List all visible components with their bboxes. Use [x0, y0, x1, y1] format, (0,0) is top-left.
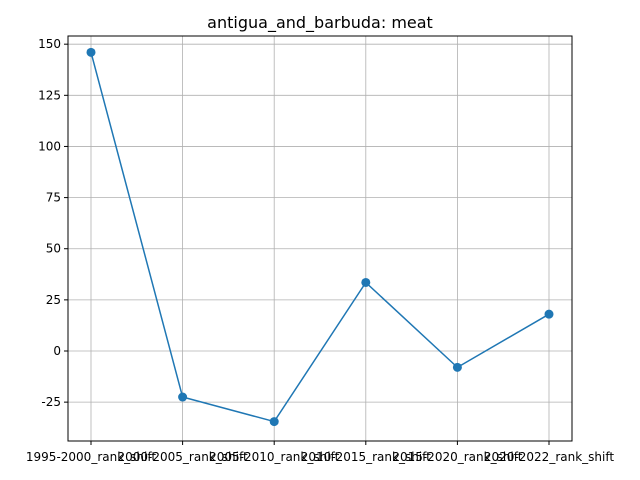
series-points [86, 47, 554, 427]
data-point [452, 362, 462, 372]
y-tick-label: -25 [41, 395, 61, 409]
grid-layer [68, 36, 572, 441]
data-point [269, 417, 279, 427]
x-tick-label: 2020-2022_rank_shift [484, 450, 614, 464]
y-axis: -25 0 25 50 75 100 125 150 [38, 37, 68, 409]
data-point [86, 47, 96, 57]
y-tick-label: 50 [46, 242, 61, 256]
y-tick-label: 100 [38, 139, 61, 153]
y-tick-label: 25 [46, 293, 61, 307]
x-tick-label: 2000-2005_rank_shift [118, 450, 248, 464]
data-point [361, 277, 371, 287]
y-tick-label: 0 [53, 344, 61, 358]
y-tick-label: 75 [46, 191, 61, 205]
x-tick-label: 2015-2020_rank_shift [392, 450, 522, 464]
data-point [544, 309, 554, 319]
x-axis: 1995-2000_rank_shift2000-2005_rank_shift… [26, 441, 614, 464]
chart-title: antigua_and_barbuda: meat [207, 13, 433, 33]
y-tick-label: 125 [38, 88, 61, 102]
x-tick-label: 2010-2015_rank_shift [301, 450, 431, 464]
x-tick-label: 2005-2010_rank_shift [209, 450, 339, 464]
series-line [90, 52, 550, 423]
data-point [178, 392, 188, 402]
plot-frame [67, 35, 573, 442]
y-tick-label: 150 [38, 37, 61, 51]
x-tick-label: 1995-2000_rank_shift [26, 450, 156, 464]
